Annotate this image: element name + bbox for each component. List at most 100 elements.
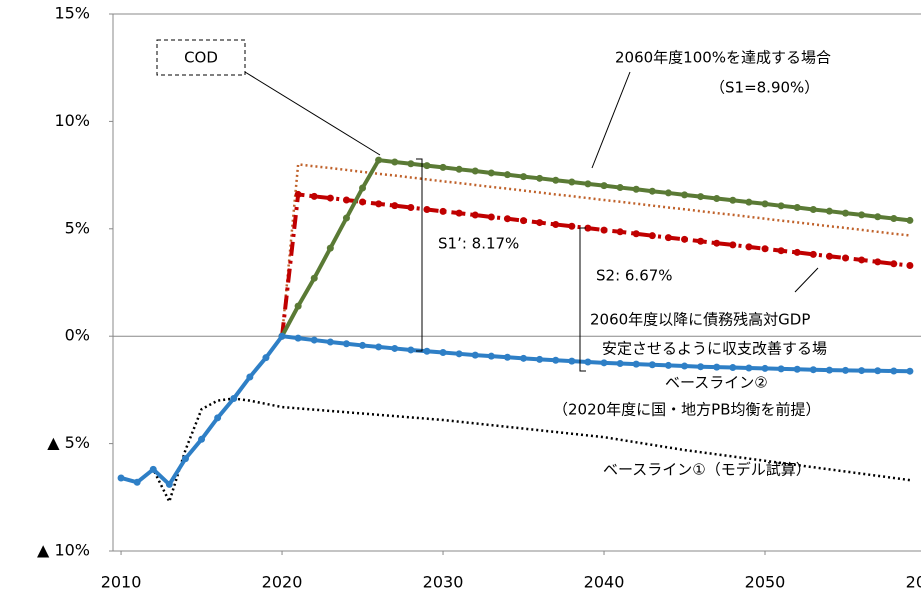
- data-point: [503, 353, 511, 361]
- data-point: [278, 332, 286, 340]
- data-point: [697, 363, 705, 371]
- data-point: [310, 192, 318, 200]
- series-line: [280, 192, 911, 337]
- data-point: [809, 205, 817, 213]
- data-point: [503, 215, 511, 223]
- data-point: [149, 465, 157, 473]
- annotation: S2: 6.67%: [596, 267, 673, 285]
- data-point: [648, 187, 656, 195]
- data-point: [294, 302, 302, 310]
- data-point: [890, 260, 898, 268]
- data-point: [391, 344, 399, 352]
- data-point: [906, 262, 914, 270]
- y-tick-label: 15%: [54, 4, 90, 23]
- data-point: [874, 367, 882, 375]
- data-point: [745, 198, 753, 206]
- data-point: [342, 214, 350, 222]
- leader-line: [794, 267, 819, 293]
- y-tick-label: 10%: [54, 111, 90, 130]
- data-point: [262, 354, 270, 362]
- y-tick-label: ▲ 10%: [37, 541, 90, 560]
- data-point: [729, 241, 737, 249]
- data-point: [359, 198, 367, 206]
- data-point: [471, 351, 479, 359]
- data-point: [375, 156, 383, 164]
- data-point: [326, 338, 334, 346]
- data-point: [713, 239, 721, 247]
- data-point: [471, 167, 479, 175]
- data-point: [664, 189, 672, 197]
- data-point: [729, 364, 737, 372]
- data-point: [423, 347, 431, 355]
- data-point: [697, 237, 705, 245]
- bracket: [416, 158, 423, 352]
- data-point: [246, 373, 254, 381]
- data-point: [600, 226, 608, 234]
- data-point: [745, 364, 753, 372]
- data-point: [729, 196, 737, 204]
- data-point: [648, 361, 656, 369]
- data-point: [616, 184, 624, 192]
- x-tick-label: 2010: [101, 573, 142, 592]
- annotation: （2020年度に国・地方PB均衡を前提）: [553, 401, 821, 419]
- series-line: [280, 158, 911, 338]
- annotation: 2060年度100%を達成する場合: [615, 49, 831, 67]
- data-point: [793, 365, 801, 373]
- data-point: [407, 204, 415, 212]
- data-point: [858, 367, 866, 375]
- data-point: [664, 234, 672, 242]
- data-point: [825, 366, 833, 374]
- annotation: ベースライン②: [665, 374, 768, 392]
- plot-frame: [112, 13, 921, 552]
- data-point: [407, 346, 415, 354]
- x-tick-label: 2040: [584, 573, 625, 592]
- annotation: S1’: 8.17%: [438, 235, 519, 253]
- x-tick-label: 2060: [906, 573, 921, 592]
- data-point: [906, 216, 914, 224]
- data-point: [600, 182, 608, 190]
- data-point: [520, 217, 528, 225]
- data-point: [825, 207, 833, 215]
- data-point: [890, 367, 898, 375]
- data-point: [616, 228, 624, 236]
- data-point: [761, 200, 769, 208]
- data-point: [632, 360, 640, 368]
- annotation: 安定させるように収支改善する場: [602, 340, 827, 358]
- series-line: [280, 163, 911, 337]
- annotation: 2060年度以降に債務残高対GDP: [590, 311, 810, 329]
- data-point: [423, 205, 431, 213]
- data-point: [777, 247, 785, 255]
- data-point: [600, 359, 608, 367]
- data-point: [777, 202, 785, 210]
- data-point: [487, 169, 495, 177]
- data-point: [681, 235, 689, 243]
- data-point: [809, 366, 817, 374]
- data-point: [503, 171, 511, 179]
- data-point: [536, 219, 544, 227]
- x-tick-label: 2050: [745, 573, 786, 592]
- data-point: [117, 474, 125, 482]
- data-point: [439, 207, 447, 215]
- data-point: [713, 195, 721, 203]
- data-point: [681, 362, 689, 370]
- data-point: [342, 340, 350, 348]
- data-point: [375, 343, 383, 351]
- data-point: [326, 194, 334, 202]
- data-point: [536, 174, 544, 182]
- data-point: [455, 350, 463, 358]
- data-point: [181, 455, 189, 463]
- data-point: [536, 355, 544, 363]
- leader-line: [591, 71, 631, 169]
- data-point: [294, 190, 302, 198]
- data-point: [407, 160, 415, 168]
- data-point: [713, 363, 721, 371]
- data-point: [487, 213, 495, 221]
- data-point: [906, 367, 914, 375]
- annotation: ベースライン①（モデル試算）: [603, 461, 811, 479]
- data-point: [230, 394, 238, 402]
- leader-line: [244, 71, 381, 156]
- y-tick-label: ▲ 5%: [47, 433, 90, 452]
- data-point: [198, 435, 206, 443]
- data-point: [326, 244, 334, 252]
- data-point: [391, 202, 399, 210]
